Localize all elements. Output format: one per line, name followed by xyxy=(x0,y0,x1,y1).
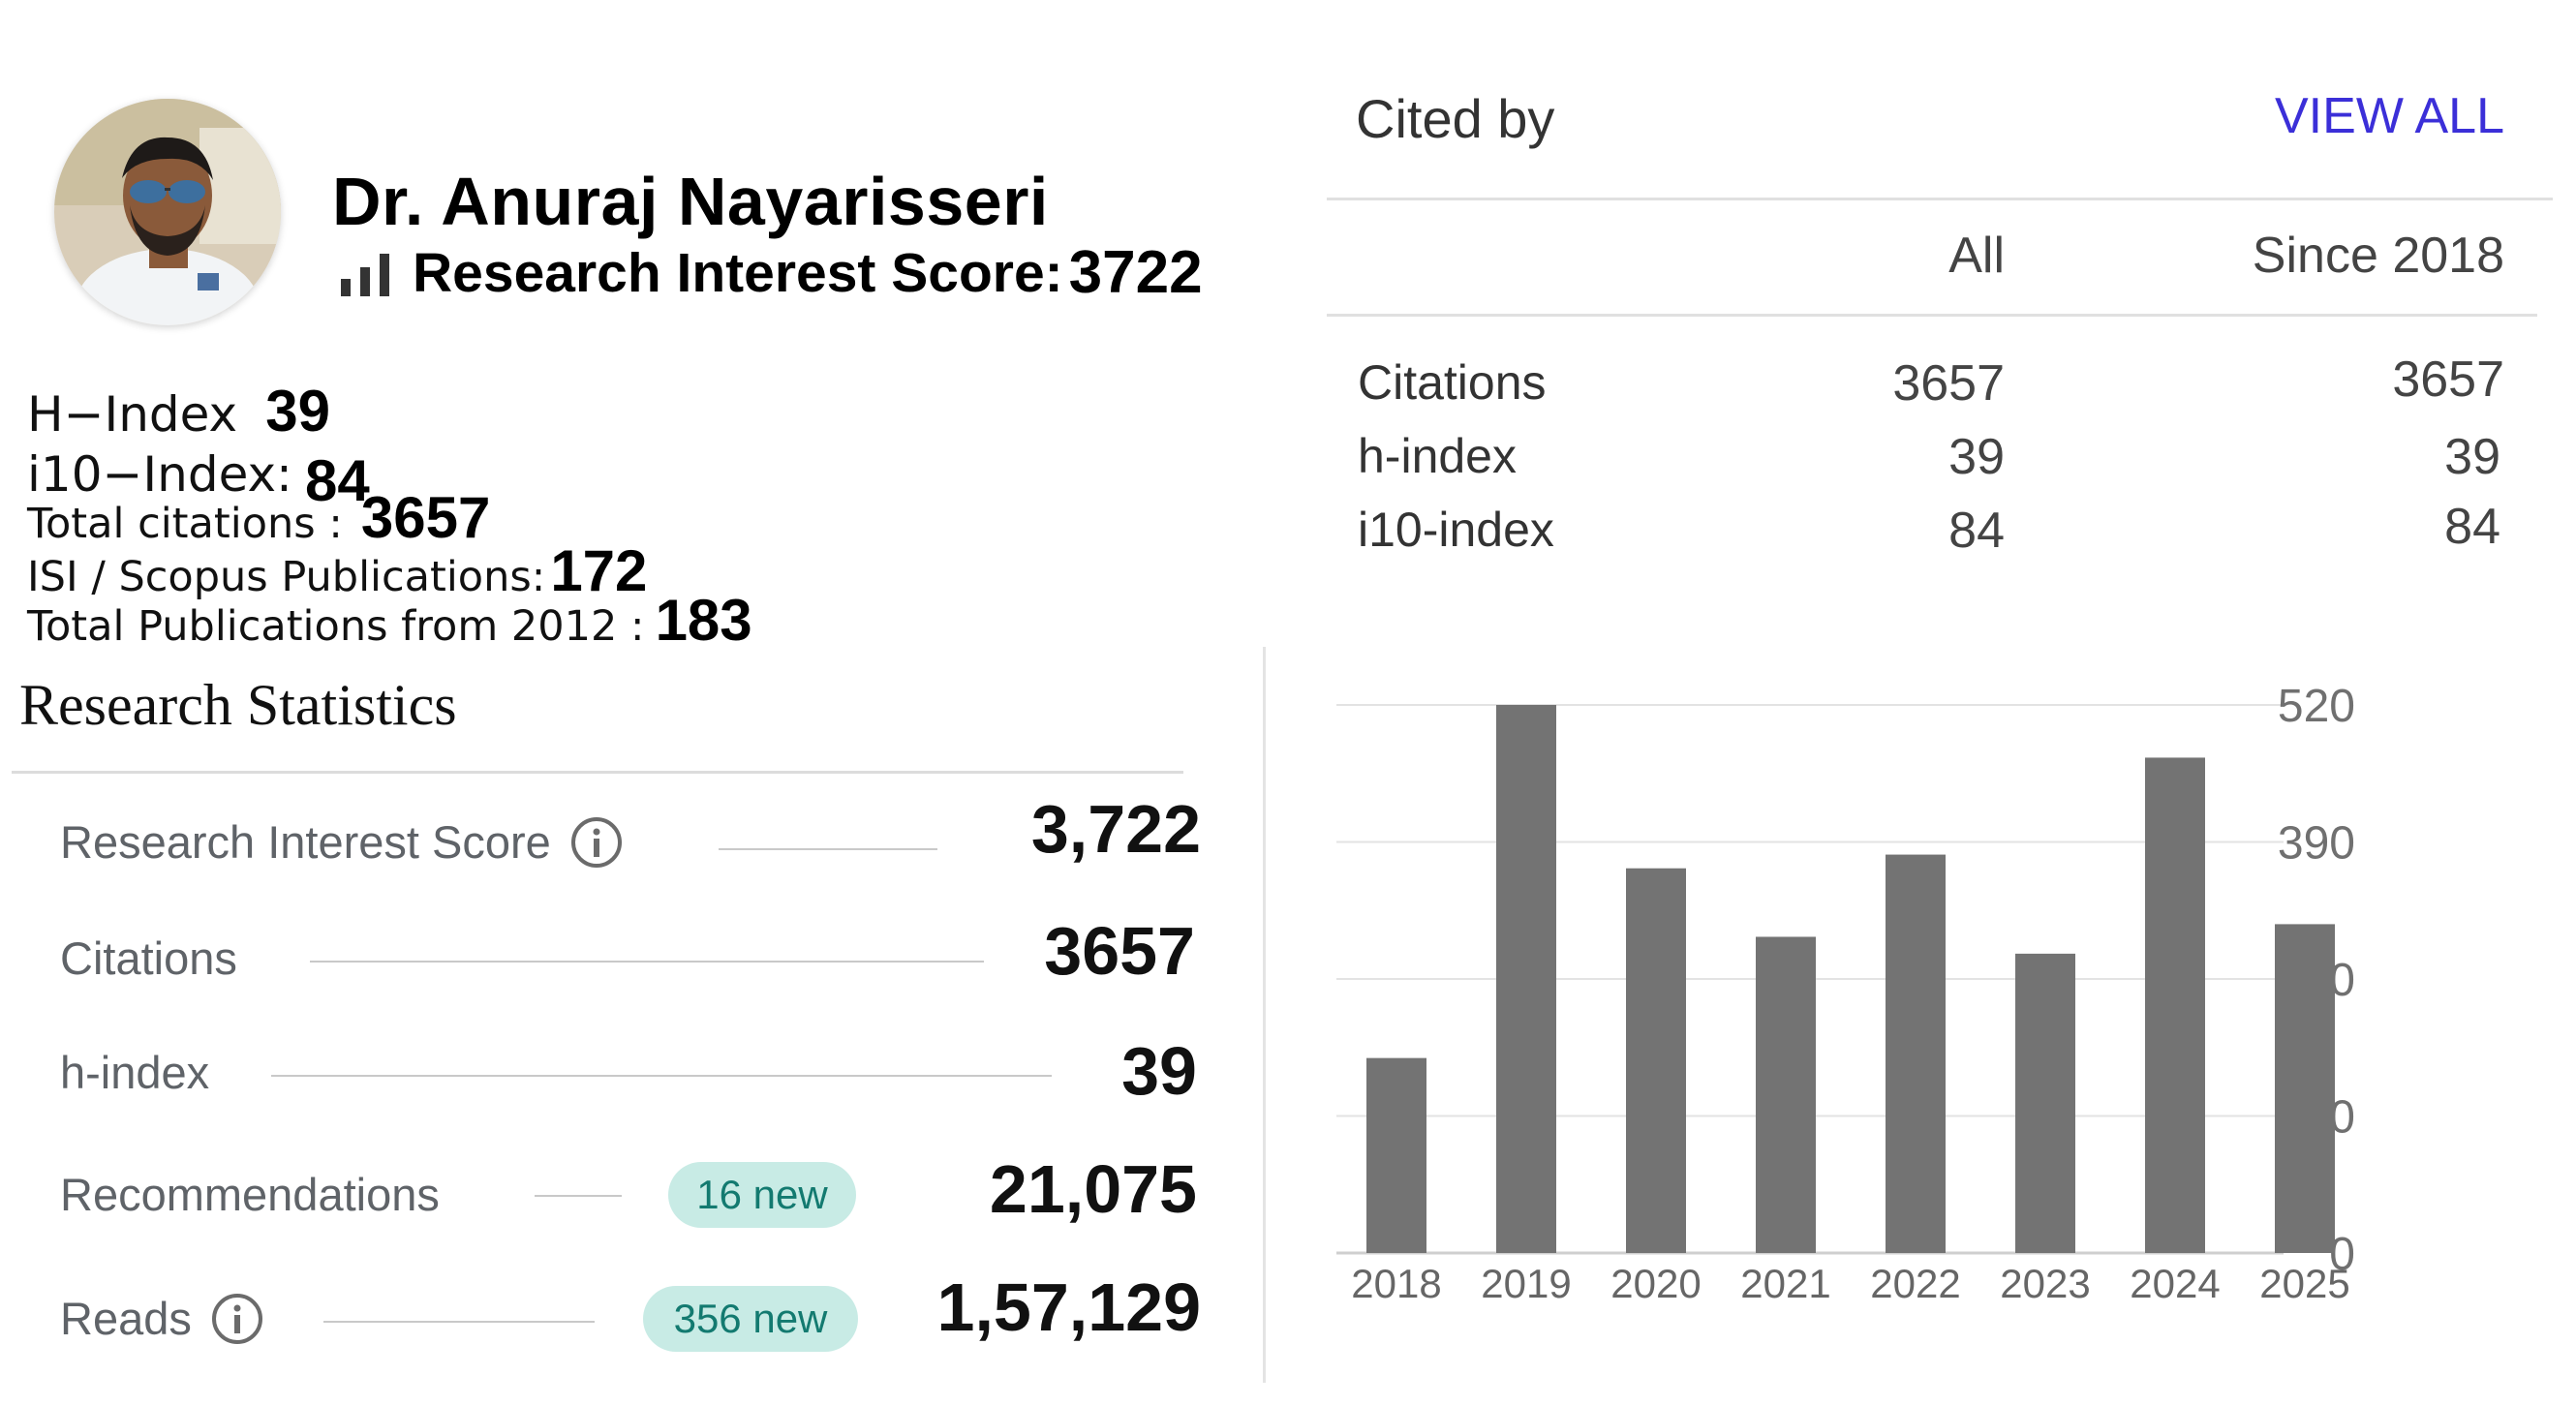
bar-2020[interactable] xyxy=(1626,868,1686,1253)
bar-2021[interactable] xyxy=(1756,936,1816,1253)
metric-total-publications: Total Publications from 2012 : 183 xyxy=(27,588,752,653)
cited-row-h-index-all: 39 xyxy=(1948,429,2005,485)
metric-isi-scopus: ISI / Scopus Publications: 172 xyxy=(27,538,648,603)
cited-row-i10-index-label: i10-index xyxy=(1358,503,1554,557)
x-tick-label: 2021 xyxy=(1740,1261,1830,1306)
bar-2019[interactable] xyxy=(1496,705,1556,1253)
citations-per-year-chart: 0130260390520201820192020202120222023202… xyxy=(1336,681,2355,1306)
leader-line xyxy=(719,848,937,850)
x-tick-label: 2025 xyxy=(2259,1261,2349,1306)
info-icon[interactable] xyxy=(211,1293,263,1345)
divider xyxy=(12,771,1183,774)
profile-name: Dr. Anuraj Nayarisseri xyxy=(332,164,1049,239)
stat-value-reads: 1,57,129 xyxy=(936,1269,1201,1345)
stat-value-citations: 3657 xyxy=(1044,913,1195,989)
x-tick-label: 2018 xyxy=(1351,1261,1441,1306)
stat-value-research-interest-score: 3,722 xyxy=(1030,791,1201,867)
metric-h-index: H−Index 39 xyxy=(27,379,330,443)
cited-row-citations-all: 3657 xyxy=(1892,355,2005,412)
panel-divider xyxy=(1263,647,1266,1383)
view-all-link[interactable]: VIEW ALL xyxy=(2275,88,2504,144)
stat-value-recommendations: 21,075 xyxy=(989,1151,1197,1227)
y-tick-label: 520 xyxy=(2278,681,2355,732)
stat-row-h-index: h-index xyxy=(60,1047,210,1098)
new-recommendations-badge[interactable]: 16 new xyxy=(668,1162,856,1228)
stat-row-citations: Citations xyxy=(60,932,237,984)
leader-line xyxy=(323,1321,595,1323)
bar-2022[interactable] xyxy=(1886,854,1946,1253)
column-header-all[interactable]: All xyxy=(1948,228,2005,284)
column-header-since-2018[interactable]: Since 2018 xyxy=(2252,228,2504,284)
bar-2024[interactable] xyxy=(2145,757,2205,1253)
signal-bars-icon xyxy=(341,253,389,296)
leader-line xyxy=(310,961,984,963)
avatar-photo xyxy=(54,99,281,325)
new-reads-badge[interactable]: 356 new xyxy=(643,1286,858,1352)
x-tick-label: 2020 xyxy=(1610,1261,1701,1306)
metric-i10-index: i10−Index: 84 xyxy=(27,446,370,513)
metric-total-citations: Total citations : 3657 xyxy=(27,485,491,550)
bar-2023[interactable] xyxy=(2015,953,2075,1253)
avatar xyxy=(54,99,281,325)
x-tick-label: 2022 xyxy=(1870,1261,1960,1306)
bar-2018[interactable] xyxy=(1366,1057,1426,1253)
stat-row-recommendations: Recommendations xyxy=(60,1169,440,1220)
stat-row-research-interest-score: Research Interest Score xyxy=(60,815,623,869)
cited-row-i10-index-all: 84 xyxy=(1948,503,2005,559)
stat-value-h-index: 39 xyxy=(1121,1033,1197,1109)
y-tick-label: 390 xyxy=(2278,818,2355,870)
leader-line xyxy=(271,1075,1052,1077)
divider xyxy=(1327,314,2537,317)
cited-row-citations-label: Citations xyxy=(1358,355,1547,410)
info-icon[interactable] xyxy=(570,816,623,869)
bar-2025[interactable] xyxy=(2275,924,2335,1253)
cited-row-h-index-since: 39 xyxy=(2444,429,2500,485)
leader-line xyxy=(535,1195,622,1197)
x-tick-label: 2024 xyxy=(2130,1261,2220,1306)
cited-row-citations-since: 3657 xyxy=(2392,352,2504,408)
stat-row-reads: Reads xyxy=(60,1292,263,1345)
research-statistics-title: Research Statistics xyxy=(19,673,457,737)
ris-label: Research Interest Score: xyxy=(413,241,1063,304)
divider xyxy=(1327,198,2553,200)
cited-row-h-index-label: h-index xyxy=(1358,429,1517,483)
cited-by-title: Cited by xyxy=(1356,88,1555,149)
research-interest-score-line: Research Interest Score: 3722 xyxy=(339,238,1203,307)
x-tick-label: 2023 xyxy=(2000,1261,2090,1306)
x-tick-label: 2019 xyxy=(1481,1261,1571,1306)
cited-row-i10-index-since: 84 xyxy=(2444,499,2500,555)
ris-value: 3722 xyxy=(1068,239,1203,306)
